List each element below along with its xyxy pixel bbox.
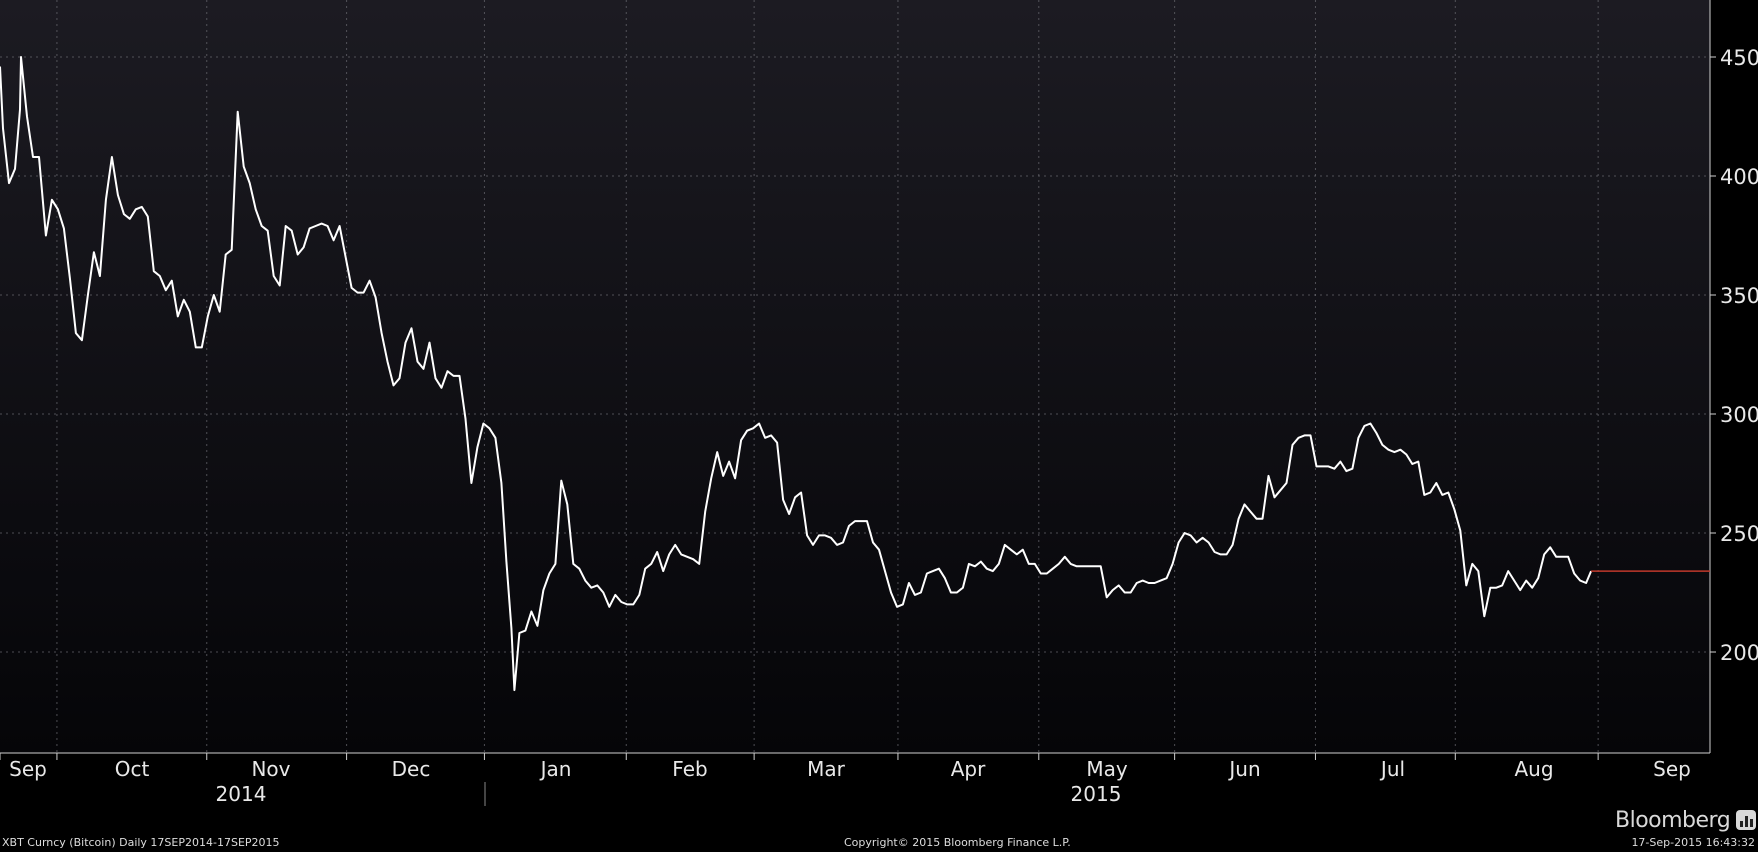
- y-tick-label: 400: [1720, 165, 1758, 189]
- bloomberg-chart-icon: [1736, 810, 1757, 830]
- footer-timestamp: 17-Sep-2015 16:43:32: [1631, 836, 1755, 849]
- y-tick-label: 300: [1720, 403, 1758, 427]
- footer-security-info: XBT Curncy (Bitcoin) Daily 17SEP2014-17S…: [2, 836, 280, 849]
- y-tick-label: 450: [1720, 46, 1758, 70]
- x-tick-label: Nov: [251, 757, 290, 781]
- x-tick-label: Jul: [1379, 757, 1405, 781]
- x-tick-label: Jun: [1227, 757, 1260, 781]
- brand-logo: Bloomberg: [1615, 806, 1757, 834]
- x-tick-label: Jan: [539, 757, 572, 781]
- year-label: 2015: [1071, 782, 1122, 806]
- plot-background: [0, 0, 1710, 753]
- y-tick-label: 200: [1720, 641, 1758, 665]
- x-tick-label: Dec: [392, 757, 431, 781]
- x-tick-label: Sep: [1653, 757, 1691, 781]
- year-label: 2014: [216, 782, 267, 806]
- x-tick-label: Aug: [1514, 757, 1553, 781]
- footer-copyright: Copyright© 2015 Bloomberg Finance L.P.: [844, 836, 1071, 849]
- y-tick-label: 250: [1720, 522, 1758, 546]
- x-tick-label: Sep: [9, 757, 47, 781]
- brand-name: Bloomberg: [1615, 807, 1731, 833]
- x-tick-label: Apr: [951, 757, 986, 781]
- x-tick-label: Mar: [807, 757, 846, 781]
- y-tick-label: 350: [1720, 284, 1758, 308]
- series-line: [0, 56, 1593, 692]
- x-tick-label: May: [1086, 757, 1128, 781]
- x-tick-label: Oct: [115, 757, 150, 781]
- x-tick-label: Feb: [672, 757, 707, 781]
